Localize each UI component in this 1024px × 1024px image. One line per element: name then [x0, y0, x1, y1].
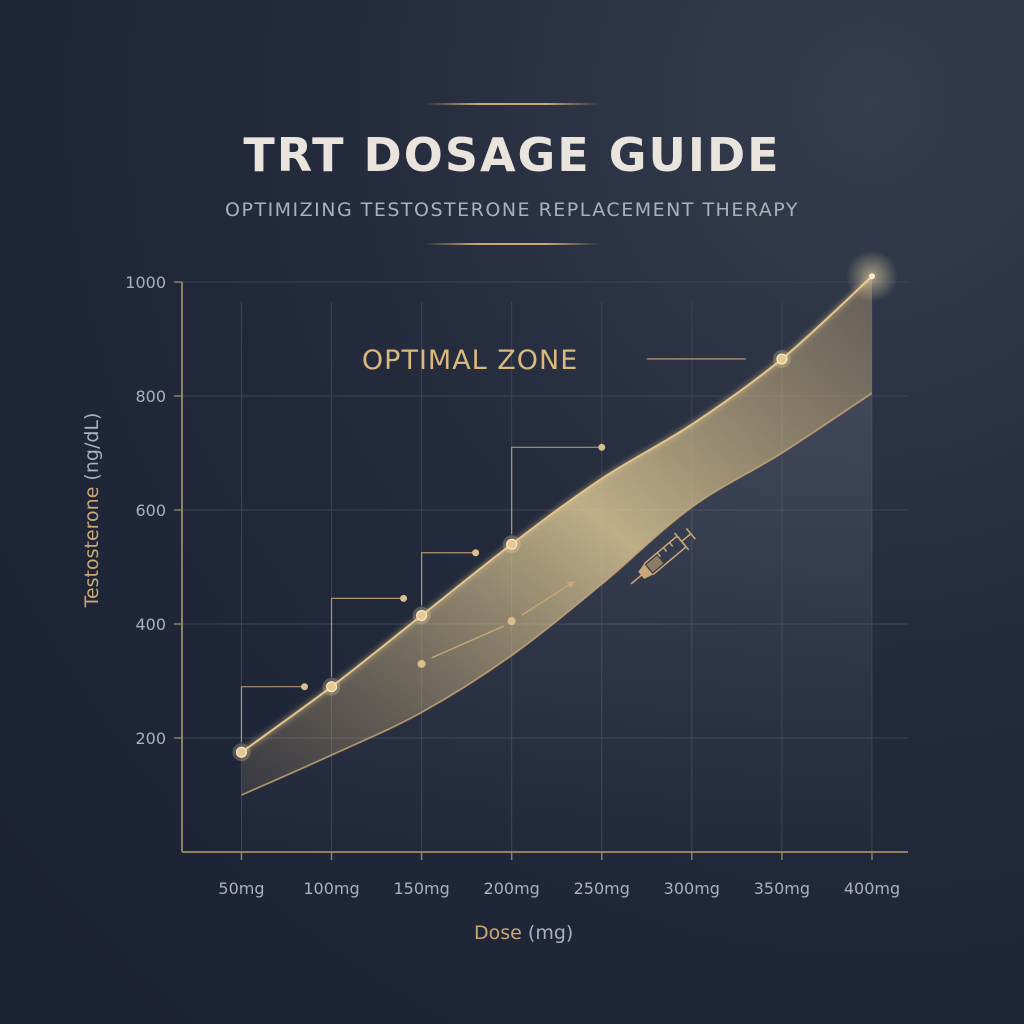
x-axis-title: Dose (mg): [474, 922, 573, 944]
page-subtitle: OPTIMIZING TESTOSTERONE REPLACEMENT THER…: [225, 199, 799, 221]
x-tick-label-300mg: 300mg: [664, 879, 720, 898]
syringe-tick-2: [662, 547, 668, 552]
callout-dot-2: [400, 594, 408, 602]
data-point-3: [416, 609, 428, 621]
syringe-tick-1: [656, 552, 662, 558]
callout-line-3: [420, 552, 476, 606]
x-axis-title-main: Dose: [474, 922, 528, 944]
callout-dot-3: [472, 549, 480, 557]
y-tick-label-800: 800: [135, 387, 166, 406]
title-rule-bottom: [424, 243, 600, 245]
trend-point-2: [507, 617, 516, 626]
x-tick-label-200mg: 200mg: [484, 879, 540, 898]
title-rule-top: [424, 103, 600, 105]
trend-point-1: [417, 659, 426, 668]
x-tick-label-250mg: 250mg: [574, 879, 630, 898]
x-axis-title-unit: (mg): [528, 922, 573, 944]
y-axis-title: Testosterone (ng/dL): [81, 413, 103, 609]
syringe-plunger-rod: [681, 533, 692, 543]
area-under-lower: [241, 393, 872, 852]
peak-dot: [868, 273, 875, 280]
data-point-4: [506, 538, 518, 550]
y-axis-title-main: Testosterone: [81, 481, 103, 609]
syringe-tick-3: [668, 542, 674, 547]
data-point-2: [326, 681, 338, 693]
callout-line-2: [330, 597, 404, 677]
x-tick-label-50mg: 50mg: [218, 879, 264, 898]
callout-dot-4: [598, 443, 606, 451]
syringe-plunger-cap: [685, 527, 696, 540]
syringe-needle: [630, 574, 643, 585]
x-tick-label-100mg: 100mg: [303, 879, 359, 898]
callout-line-4: [511, 446, 602, 535]
trend-arrow-head: [566, 581, 575, 589]
series-line-lower: [241, 392, 873, 796]
y-tick-label-200: 200: [135, 729, 166, 748]
callout-dot-1: [301, 683, 309, 691]
y-axis-title-unit: (ng/dL): [81, 413, 103, 481]
trend-line: [431, 625, 504, 659]
trend-arrow-shaft: [521, 580, 576, 616]
optimal-band: [241, 276, 872, 795]
annotation-optimal-zone: OPTIMAL ZONE: [362, 345, 578, 376]
page-title: TRT DOSAGE GUIDE: [243, 128, 781, 182]
y-tick-label-400: 400: [135, 615, 166, 634]
y-tick-label-600: 600: [135, 501, 166, 520]
syringe-icon: [630, 527, 696, 585]
x-tick-label-350mg: 350mg: [754, 879, 810, 898]
x-tick-label-400mg: 400mg: [844, 879, 900, 898]
y-tick-label-1000: 1000: [125, 273, 166, 292]
data-point-5: [776, 353, 788, 365]
x-tick-label-150mg: 150mg: [393, 879, 449, 898]
data-point-1: [235, 746, 247, 758]
header: TRT DOSAGE GUIDE OPTIMIZING TESTOSTERONE…: [0, 0, 1024, 260]
syringe-fluid: [646, 555, 664, 573]
callout-line-1: [240, 686, 305, 743]
